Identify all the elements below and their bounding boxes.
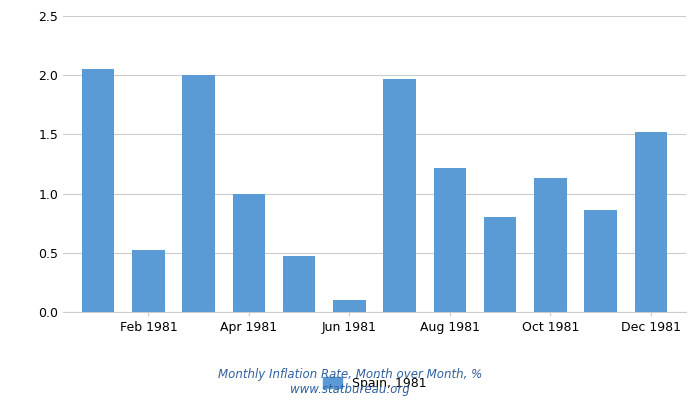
Text: Monthly Inflation Rate, Month over Month, %: Monthly Inflation Rate, Month over Month… — [218, 368, 482, 381]
Legend: Spain, 1981: Spain, 1981 — [318, 372, 431, 394]
Bar — [182, 75, 215, 312]
Bar — [132, 250, 164, 312]
Bar — [584, 210, 617, 312]
Bar — [82, 69, 115, 312]
Bar — [484, 217, 517, 312]
Bar — [232, 194, 265, 312]
Bar — [333, 300, 365, 312]
Bar — [534, 178, 567, 312]
Text: www.statbureau.org: www.statbureau.org — [290, 383, 410, 396]
Bar — [384, 79, 416, 312]
Bar — [634, 132, 667, 312]
Bar — [283, 256, 316, 312]
Bar — [433, 168, 466, 312]
